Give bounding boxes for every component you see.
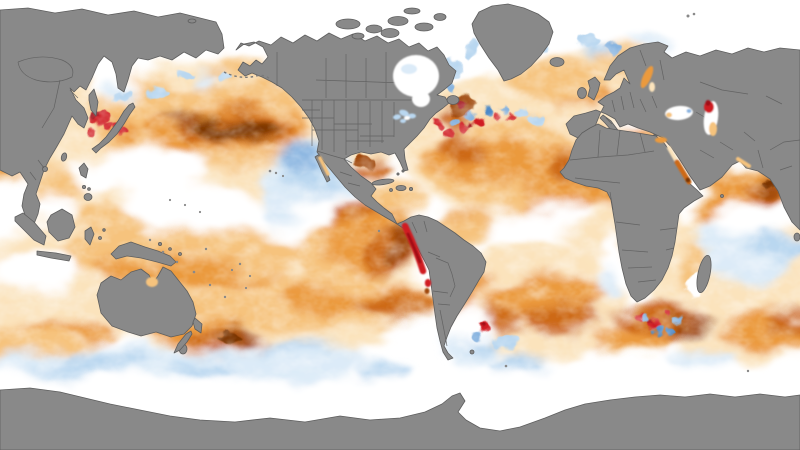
landmass-bahamas-2 [401, 169, 405, 173]
ocean-overlay-feature [666, 112, 672, 118]
landmass-antarctica [0, 387, 800, 450]
landmass-bahamas [396, 172, 400, 176]
ocean-overlay-feature [404, 116, 410, 120]
landmass-greenland [471, 3, 554, 82]
ocean-overlay-feature [401, 64, 417, 74]
pacific-island-specks [148, 12, 750, 373]
inland-waters-and-coastal-features-layer [146, 55, 751, 294]
landmass-hispaniola [395, 184, 407, 191]
landmass-socotra [720, 194, 724, 198]
landmass-visayas [82, 184, 87, 189]
ocean-overlay-feature [665, 105, 693, 121]
country-borders [17, 49, 800, 347]
ocean-overlay-feature [736, 157, 751, 168]
landmass-south-america [396, 214, 487, 361]
landmass-new-zealand-south [173, 330, 193, 354]
landmass-japan [91, 102, 136, 154]
landmass-mindanao [83, 193, 93, 201]
ocean-overlay-feature [412, 91, 430, 107]
landmass-visayas-2 [87, 187, 91, 191]
arctic-island [433, 13, 447, 21]
landmass-solomons-2 [178, 252, 182, 256]
landmass-sulawesi [84, 226, 95, 246]
ocean-overlay-feature [146, 277, 158, 287]
landmass-great-britain [587, 76, 601, 101]
arctic-island [414, 22, 434, 32]
landmass-jamaica [389, 188, 393, 192]
landmass-bismarck [157, 241, 162, 246]
landmass-puerto-rico [408, 186, 413, 191]
ocean-overlay-feature [399, 109, 409, 117]
ocean-overlay-feature [649, 82, 655, 92]
landmass-wrangel [187, 18, 197, 24]
arctic-island [387, 16, 409, 26]
landmass-new-zealand-north [192, 317, 203, 334]
landmass-moluccas-2 [102, 228, 106, 232]
landmass-sakhalin [88, 88, 99, 117]
arctic-island [380, 28, 400, 38]
landmass-europe-west-asia [565, 41, 800, 231]
landmass-borneo [46, 208, 76, 242]
landmass-java [36, 250, 72, 262]
landmass-africa [559, 123, 704, 303]
landmass-moluccas [98, 236, 102, 240]
landmass-solomons [168, 247, 172, 251]
ocean-overlay-feature [640, 65, 654, 89]
landmass-taiwan [60, 152, 68, 162]
landmass-australia [96, 266, 197, 338]
ocean-overlay-feature [667, 146, 679, 164]
ocean-overlay-feature [705, 100, 711, 106]
arctic-island [351, 32, 365, 40]
ocean-overlay-feature [393, 55, 439, 97]
landmass-madagascar [696, 254, 712, 294]
ocean-overlay-feature [406, 232, 422, 264]
ocean-overlay-feature [709, 122, 717, 136]
landmass-sri-lanka [793, 232, 800, 242]
landmass-iceland [549, 57, 565, 67]
landmass-ireland [577, 87, 587, 99]
arctic-island [335, 18, 361, 30]
ocean-overlay-feature [655, 137, 667, 143]
ocean-overlay-feature [393, 114, 401, 120]
ocean-overlay-feature [318, 156, 330, 176]
landmass-cuba [371, 178, 395, 186]
ocean-overlay-feature [424, 288, 430, 294]
ocean-overlay-feature [685, 177, 691, 183]
ocean-overlay-feature [424, 279, 432, 287]
landmass-luzon [78, 162, 89, 179]
arctic-island [403, 7, 421, 15]
ocean-overlay-feature [400, 119, 406, 123]
landmass-newfoundland [446, 95, 460, 105]
landmass-sumatra [14, 212, 47, 246]
ocean-overlay-feature [686, 109, 692, 113]
arctic-island [365, 24, 383, 34]
ocean-overlay-feature [408, 113, 416, 119]
landmass-falklands [469, 349, 475, 355]
